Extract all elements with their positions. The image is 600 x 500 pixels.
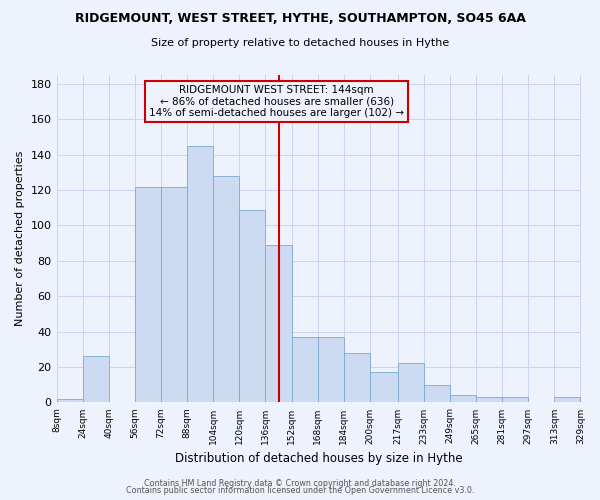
Bar (554, 397, 580, 402)
Text: Contains public sector information licensed under the Open Government Licence v3: Contains public sector information licen… (126, 486, 474, 495)
Bar (318, 337, 344, 402)
Bar (344, 353, 370, 403)
Bar (265, 245, 292, 402)
Y-axis label: Number of detached properties: Number of detached properties (15, 151, 25, 326)
Bar (135, 186, 161, 402)
Bar (398, 364, 424, 403)
Bar (239, 210, 265, 402)
Text: Contains HM Land Registry data © Crown copyright and database right 2024.: Contains HM Land Registry data © Crown c… (144, 478, 456, 488)
Bar (424, 384, 450, 402)
Bar (161, 186, 187, 402)
X-axis label: Distribution of detached houses by size in Hythe: Distribution of detached houses by size … (175, 452, 463, 465)
Bar (370, 372, 398, 402)
Bar (502, 397, 528, 402)
Bar (292, 337, 318, 402)
Text: RIDGEMOUNT, WEST STREET, HYTHE, SOUTHAMPTON, SO45 6AA: RIDGEMOUNT, WEST STREET, HYTHE, SOUTHAMP… (74, 12, 526, 26)
Text: RIDGEMOUNT WEST STREET: 144sqm
← 86% of detached houses are smaller (636)
14% of: RIDGEMOUNT WEST STREET: 144sqm ← 86% of … (149, 85, 404, 118)
Bar (450, 396, 476, 402)
Bar (83, 356, 109, 403)
Bar (187, 146, 213, 403)
Text: Size of property relative to detached houses in Hythe: Size of property relative to detached ho… (151, 38, 449, 48)
Bar (56, 399, 83, 402)
Bar (476, 397, 502, 402)
Bar (213, 176, 239, 402)
